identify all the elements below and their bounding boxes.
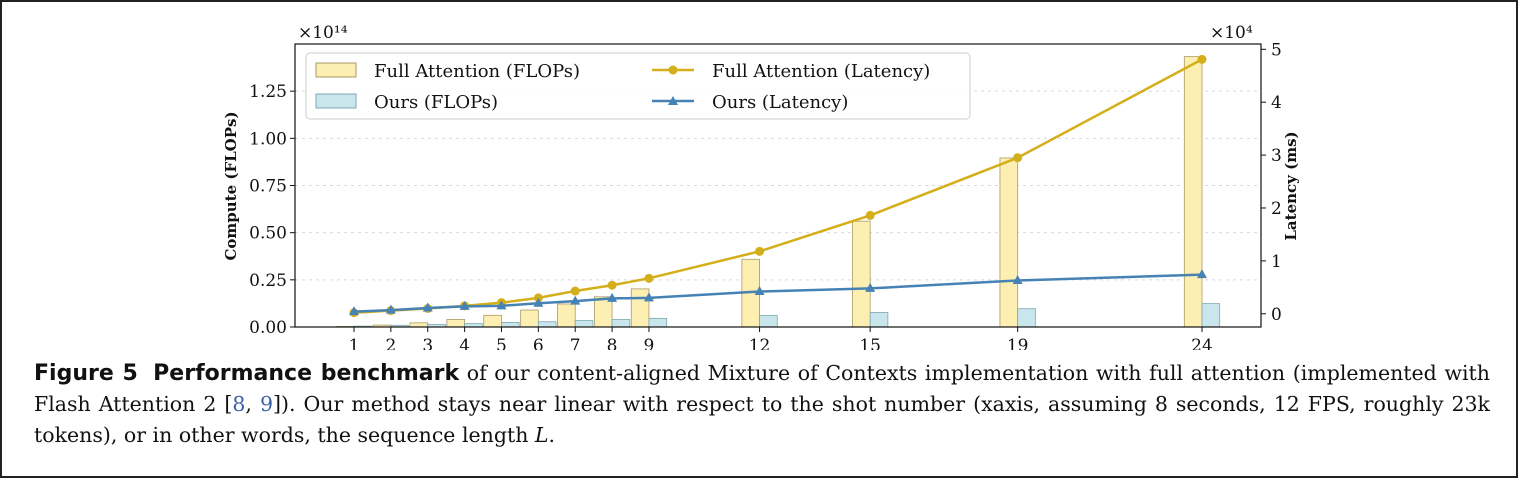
- left-axis-label: Compute (FLOPs): [222, 111, 240, 260]
- left-y-tick-label: 1.25: [249, 82, 287, 102]
- x-tick-label: 8: [607, 336, 618, 350]
- point-full-attention-latency: [607, 280, 617, 290]
- bar-full-attention-flops: [630, 288, 650, 328]
- x-tick-label: 6: [533, 336, 544, 350]
- legend-box: [305, 52, 971, 120]
- right-y-tick-label: 0: [1271, 305, 1282, 325]
- bar-ours-flops: [869, 312, 889, 328]
- sequence-length-symbol: L: [534, 423, 549, 447]
- x-tick-label: 2: [385, 336, 396, 350]
- left-y-tick-label: 0.25: [249, 271, 287, 291]
- figure-label: Figure 5: [34, 361, 138, 386]
- left-y-tick-label: 0.50: [249, 224, 287, 244]
- caption-text-end: .: [548, 423, 556, 447]
- bar-ours-flops: [1201, 303, 1221, 328]
- legend-marker-full-latency: [668, 65, 678, 75]
- legend-label-ours-latency: Ours (Latency): [712, 92, 848, 113]
- bar-ours-flops: [574, 320, 594, 328]
- bar-ours-flops: [611, 319, 631, 328]
- right-axis-label: Latency (ms): [1282, 131, 1300, 240]
- caption-text-2: ]). Our method stays near linear with re…: [34, 392, 1490, 447]
- x-tick-label: 3: [422, 336, 433, 350]
- point-ours-latency: [643, 292, 654, 302]
- point-full-attention-latency: [644, 273, 654, 283]
- bar-full-attention-flops: [999, 157, 1019, 328]
- legend-label-full-flops: Full Attention (FLOPs): [374, 61, 580, 82]
- right-y-tick-label: 3: [1271, 146, 1282, 166]
- bar-ours-flops: [1017, 308, 1036, 328]
- bar-ours-flops: [501, 322, 520, 328]
- bars: [335, 56, 1221, 328]
- bar-full-attention-flops: [520, 309, 539, 328]
- legend-label-ours-flops: Ours (FLOPs): [374, 92, 498, 113]
- point-full-attention-latency: [570, 286, 580, 296]
- left-axis-scale-label: ×10¹⁴: [298, 23, 348, 43]
- left-y-tick-label: 0.75: [249, 177, 287, 197]
- point-full-attention-latency: [1013, 153, 1023, 163]
- citation-link-1[interactable]: 8: [232, 392, 246, 416]
- benchmark-chart: 1 2 3 4 5 6 7 8 9 12 15 19 240.000.250.500.751.001.2…: [222, 23, 1300, 350]
- bar-full-attention-flops: [409, 322, 429, 328]
- point-full-attention-latency: [1197, 54, 1207, 64]
- x-tick-label: 15: [859, 336, 881, 350]
- right-y-tick-label: 2: [1271, 199, 1282, 219]
- point-ours-latency: [1197, 269, 1208, 279]
- bar-ours-flops: [537, 321, 557, 328]
- caption-separator: ,: [245, 392, 260, 416]
- bar-ours-flops: [759, 315, 778, 328]
- left-y-tick-label: 0.00: [249, 318, 287, 338]
- left-y-tick-label: 1.00: [249, 129, 287, 149]
- bar-full-attention-flops: [483, 314, 502, 328]
- legend-marker-ours-latency: [668, 96, 678, 105]
- caption-text-1: of our content-aligned Mixture of Contex…: [34, 361, 1490, 416]
- x-tick-label: 1: [349, 336, 360, 350]
- point-ours-latency: [570, 295, 581, 305]
- point-ours-latency: [459, 300, 470, 310]
- bar-full-attention-flops: [446, 319, 466, 328]
- right-y-tick-label: 4: [1271, 93, 1282, 113]
- point-ours-latency: [496, 300, 507, 310]
- legend-swatch-ours-flops: [315, 93, 357, 109]
- bar-full-attention-flops: [557, 303, 576, 328]
- legend-label-full-latency: Full Attention (Latency): [712, 61, 930, 82]
- point-ours-latency: [422, 302, 433, 312]
- right-axis-scale-label: ×10⁴: [1210, 23, 1253, 43]
- right-y-tick-label: 5: [1271, 40, 1282, 60]
- point-full-attention-latency: [865, 210, 875, 220]
- x-tick-label: 7: [570, 336, 581, 350]
- x-tick-label: 12: [749, 336, 771, 350]
- point-ours-latency: [754, 286, 765, 296]
- x-tick-label: 9: [644, 336, 655, 350]
- bar-full-attention-flops: [852, 220, 871, 328]
- x-tick-label: 19: [1007, 336, 1029, 350]
- point-ours-latency: [607, 292, 618, 302]
- x-tick-label: 5: [496, 336, 507, 350]
- point-ours-latency: [385, 304, 396, 314]
- latency-lines: [348, 54, 1208, 318]
- legend-swatch-full-flops: [315, 62, 357, 78]
- point-ours-latency: [1012, 274, 1023, 284]
- x-tick-label: 4: [459, 336, 470, 350]
- point-ours-latency: [533, 297, 544, 307]
- citation-link-2[interactable]: 9: [259, 392, 273, 416]
- bar-full-attention-flops: [1183, 56, 1203, 328]
- bar-ours-flops: [648, 317, 668, 328]
- right-y-tick-label: 1: [1271, 252, 1282, 272]
- point-ours-latency: [865, 282, 876, 292]
- x-tick-label: 24: [1191, 336, 1213, 350]
- point-full-attention-latency: [755, 246, 765, 256]
- point-ours-latency: [348, 306, 359, 316]
- axis-ticks: 1 2 3 4 5 6 7 8 9 12 15 19 240.000.250.500.751.001.2…: [249, 40, 1282, 350]
- legend: Full Attention (FLOPs) Ours (FLOPs) Full…: [305, 52, 971, 120]
- figure-title: Performance benchmark: [153, 361, 460, 386]
- figure-caption: Figure 5 Performance benchmark of our co…: [34, 358, 1490, 451]
